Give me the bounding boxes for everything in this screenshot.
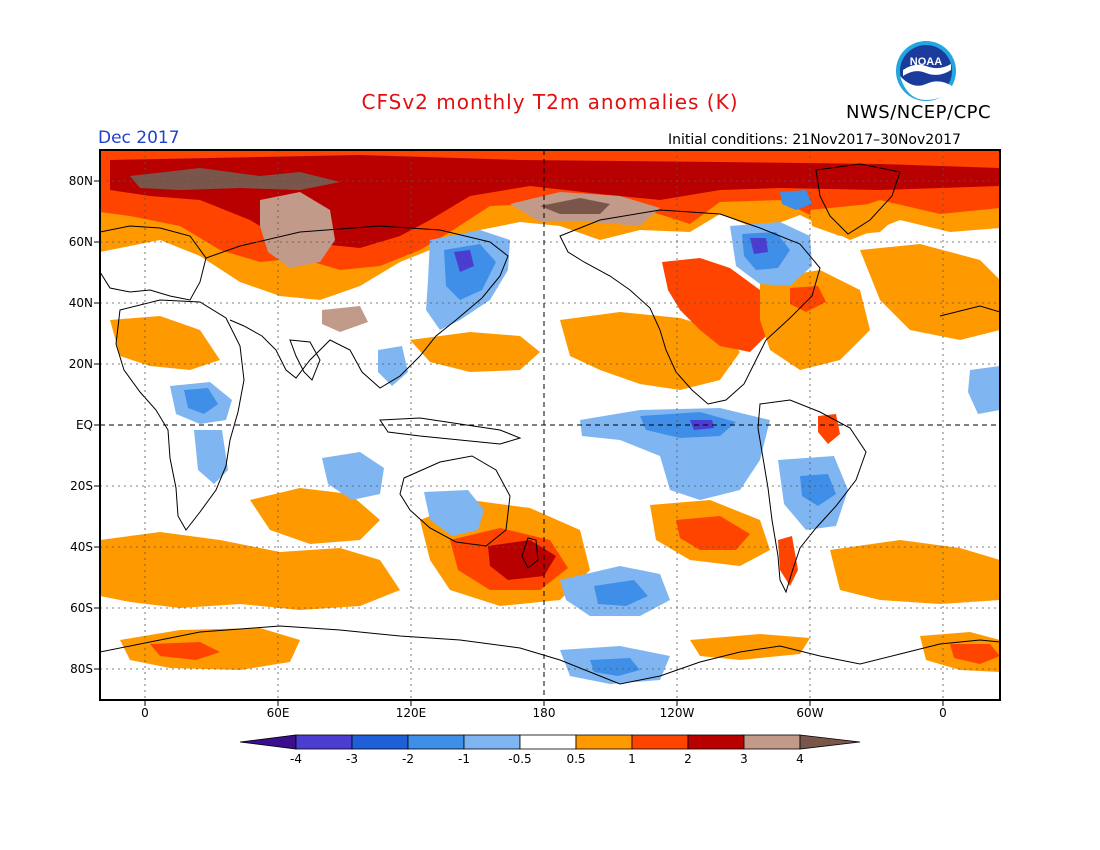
colorbar-seg-1 xyxy=(295,734,353,750)
colorbar-label: 2 xyxy=(684,752,692,766)
colorbar-seg-3 xyxy=(407,734,465,750)
coast-antarctica xyxy=(100,625,1000,685)
anomaly-fields xyxy=(100,150,1000,684)
lon-label: 120E xyxy=(395,706,427,720)
warm-region-antarctic-east-core xyxy=(950,644,1000,664)
warm-region-tibet xyxy=(322,306,368,332)
warm-region-indian xyxy=(250,488,380,544)
warm-region-south-atlantic-band xyxy=(100,532,400,610)
colorbar-seg-7 xyxy=(631,734,689,750)
coastlines xyxy=(100,163,1000,685)
cool-region-caribbean xyxy=(968,366,1000,414)
lon-label: 0 xyxy=(141,706,149,720)
coast-europe xyxy=(100,225,207,301)
lat-label: 20S xyxy=(70,479,93,493)
cool-region-ross-core xyxy=(590,658,640,676)
lat-label: EQ xyxy=(75,418,93,432)
cool-region-enso-peak xyxy=(690,420,714,430)
colorbar-seg-gt-4 xyxy=(799,734,861,750)
period-label: Dec 2017 xyxy=(98,128,180,148)
lat-label: 80S xyxy=(70,662,93,676)
warm-region-atlantic-core xyxy=(790,286,826,312)
colorbar-label: -4 xyxy=(290,752,302,766)
lat-label: 40S xyxy=(70,540,93,554)
colorbar-label: -2 xyxy=(402,752,414,766)
colorbar-label: 0.5 xyxy=(566,752,586,766)
warm-region-se-pacific-core xyxy=(676,516,750,550)
warm-region-na-west xyxy=(560,312,740,390)
org-label: NWS/NCEP/CPC xyxy=(846,102,992,123)
colorbar-label: 4 xyxy=(796,752,804,766)
warm-region-subtropical-pac xyxy=(410,332,540,372)
lon-label: 0 xyxy=(939,706,947,720)
coast-north-america xyxy=(559,209,821,405)
coast-indonesia xyxy=(379,417,522,445)
cool-region-s-pacific-core xyxy=(594,580,648,606)
colorbar-seg-5 xyxy=(519,734,577,750)
lon-label: 120W xyxy=(659,706,695,720)
coast-africa-east xyxy=(939,305,1000,317)
warm-region-tasman-peak xyxy=(488,540,556,580)
cool-region-s-indian xyxy=(322,452,384,500)
colorbar-label: -3 xyxy=(346,752,358,766)
chart-title: CFSv2 monthly T2m anomalies (K) xyxy=(361,90,739,114)
colorbar-seg-4 xyxy=(463,734,521,750)
lat-label: 40N xyxy=(68,296,93,310)
lat-label: 20N xyxy=(68,357,93,371)
colorbar-label: -1 xyxy=(458,752,470,766)
lat-label: 80N xyxy=(68,174,93,188)
coast-greenland xyxy=(815,163,901,235)
equator-dateline xyxy=(100,150,1000,700)
colorbar-seg-lt-4 xyxy=(239,734,297,750)
coast-india xyxy=(289,339,321,381)
colorbar-seg-6 xyxy=(575,734,633,750)
lat-label: 60N xyxy=(68,235,93,249)
warm-region-n-brazil xyxy=(818,414,840,444)
cool-region-east-asia-peak xyxy=(454,250,474,272)
warm-region-europe xyxy=(860,244,1000,340)
colorbar-label: 1 xyxy=(628,752,636,766)
cool-region-australia xyxy=(424,490,484,536)
warm-region-patagonia xyxy=(778,536,798,586)
grid-lines xyxy=(100,150,1000,700)
coast-australia xyxy=(399,455,511,547)
warm-region-siberia xyxy=(260,192,335,268)
lat-label: 60S xyxy=(70,601,93,615)
warm-region-siberia-peak xyxy=(130,168,340,190)
warm-region-s-ocean-east xyxy=(830,540,1000,604)
lon-label: 180 xyxy=(532,706,556,720)
cool-region-greenland xyxy=(780,190,812,210)
noaa-logo-text: NOAA xyxy=(910,56,942,68)
coast-nz xyxy=(521,537,539,569)
coast-south-america xyxy=(757,399,867,594)
colorbar xyxy=(239,734,861,750)
warm-region-drake xyxy=(690,634,810,660)
lon-label: 60W xyxy=(796,706,824,720)
coast-asia xyxy=(205,225,509,389)
noaa-logo-icon: NOAA xyxy=(896,41,956,101)
warm-region-atlantic xyxy=(760,270,870,370)
tick-marks xyxy=(94,180,944,706)
initial-conditions-label: Initial conditions: 21Nov2017–30Nov2017 xyxy=(668,132,961,148)
warm-region-arctic-strong xyxy=(110,155,1000,248)
warm-region-beaufort-peak xyxy=(540,198,610,214)
warm-region-antarctic-west-core xyxy=(150,642,220,660)
colorbar-label: -0.5 xyxy=(508,752,532,766)
cool-region-se-africa xyxy=(194,430,228,484)
lon-label: 60E xyxy=(266,706,290,720)
colorbar-seg-9 xyxy=(743,734,801,750)
warm-region-na-central xyxy=(662,258,772,352)
warm-region-mideast xyxy=(110,316,220,370)
colorbar-seg-2 xyxy=(351,734,409,750)
colorbar-label: 3 xyxy=(740,752,748,766)
cool-region-s-america-core xyxy=(800,474,836,506)
colorbar-seg-8 xyxy=(687,734,745,750)
cool-region-africa-core xyxy=(184,388,218,414)
